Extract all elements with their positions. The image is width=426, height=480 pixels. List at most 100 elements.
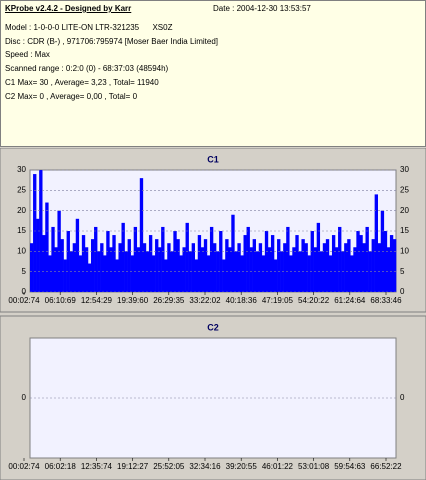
charts: C1 0 0 5 5 10 10 15 15 20 20 25 25 30 30 00:02:74 06:10:…: [0, 148, 426, 480]
bar: [194, 259, 199, 292]
bar: [222, 259, 226, 292]
bar: [377, 243, 382, 292]
bar: [78, 255, 83, 292]
y-tick-label-right: 25: [400, 185, 409, 194]
y-tick-label: 10: [17, 246, 26, 255]
bar: [72, 243, 77, 292]
bar: [356, 231, 360, 292]
bar: [322, 243, 327, 292]
y-tick-label: 20: [17, 206, 26, 215]
bar: [258, 243, 263, 292]
bar: [283, 243, 287, 292]
x-tick-label: 12:35:74: [81, 462, 113, 471]
y-tick-label: 30: [17, 165, 26, 174]
info-line: Speed : Max: [5, 50, 50, 60]
y-tick-label-right: 0: [400, 287, 405, 296]
bar: [374, 194, 378, 292]
bar: [115, 259, 119, 292]
bar: [191, 243, 195, 292]
x-tick-label: 54:20:22: [298, 296, 330, 305]
bar: [133, 226, 138, 292]
y-tick-label: 5: [22, 267, 27, 276]
bar: [66, 231, 70, 292]
x-tick-label: 12:54:29: [81, 296, 113, 305]
x-tick-label: 00:02:74: [8, 462, 40, 471]
x-tick-label: 46:01:22: [262, 462, 294, 471]
bar: [365, 226, 369, 292]
y-tick-label-right: 10: [400, 246, 409, 255]
bar: [301, 239, 305, 292]
bar: [203, 239, 208, 292]
y-tick-label-right: 20: [400, 206, 409, 215]
bar: [255, 251, 260, 292]
bar: [328, 255, 333, 292]
bar: [234, 251, 238, 292]
x-tick-label: 00:02:74: [8, 296, 40, 305]
bar: [109, 247, 113, 292]
bar: [155, 239, 159, 292]
bar: [197, 235, 202, 292]
bar: [313, 247, 317, 292]
bar: [286, 226, 290, 292]
x-tick-label: 53:01:08: [298, 462, 330, 471]
bar: [338, 226, 342, 292]
bar: [209, 226, 214, 292]
x-tick-label: 39:20:55: [226, 462, 258, 471]
bar: [231, 214, 235, 292]
bar: [182, 247, 186, 292]
bar: [87, 263, 92, 292]
x-tick-label: 26:29:35: [153, 296, 185, 305]
bar: [392, 239, 397, 292]
bar: [246, 226, 250, 292]
bar: [344, 243, 348, 292]
bar: [267, 247, 272, 292]
bar: [206, 255, 211, 292]
info-line: C2 Max= 0 , Average= 0,00 , Total= 0: [5, 91, 138, 101]
bar: [179, 255, 183, 292]
bar: [33, 174, 37, 292]
scan-date: Date : 2004-12-30 13:53:57: [213, 4, 311, 13]
x-tick-label: 61:24:64: [334, 296, 366, 305]
x-tick-label: 47:19:05: [262, 296, 294, 305]
app-title: KProbe v2.4.2 - Designed by Karr: [5, 4, 132, 13]
bar: [261, 255, 266, 292]
bar: [158, 247, 162, 292]
bar: [386, 247, 391, 292]
bar: [152, 255, 156, 292]
bar: [130, 255, 134, 292]
bar: [121, 222, 125, 292]
info-line: Disc : CDR (B-) , 971706:795974 [Moser B…: [5, 36, 218, 46]
bar: [274, 259, 278, 292]
bar: [127, 239, 131, 292]
bar: [39, 170, 43, 292]
y-tick-label: 25: [17, 185, 26, 194]
bar: [389, 235, 394, 292]
bar: [139, 178, 144, 292]
bar: [298, 251, 302, 292]
y-tick-label: 0: [22, 393, 27, 402]
bar: [316, 222, 321, 292]
bar: [264, 231, 269, 292]
bar: [167, 243, 171, 292]
bar: [280, 251, 284, 292]
plot-area: [29, 337, 397, 459]
bar: [84, 247, 89, 292]
bar: [270, 235, 275, 292]
bar: [331, 235, 336, 292]
bar: [252, 239, 256, 292]
bar: [225, 239, 229, 292]
y-tick-label: 0: [22, 287, 27, 296]
bar: [63, 259, 67, 292]
bar: [304, 243, 308, 292]
bar: [36, 218, 40, 292]
bar: [75, 218, 80, 292]
bar: [161, 226, 165, 292]
bar: [240, 255, 244, 292]
bar: [310, 231, 314, 292]
x-tick-label: 32:34:16: [189, 462, 221, 471]
bar: [307, 255, 311, 292]
x-tick-label: 06:10:69: [45, 296, 77, 305]
bar: [325, 239, 330, 292]
bar: [148, 235, 153, 292]
